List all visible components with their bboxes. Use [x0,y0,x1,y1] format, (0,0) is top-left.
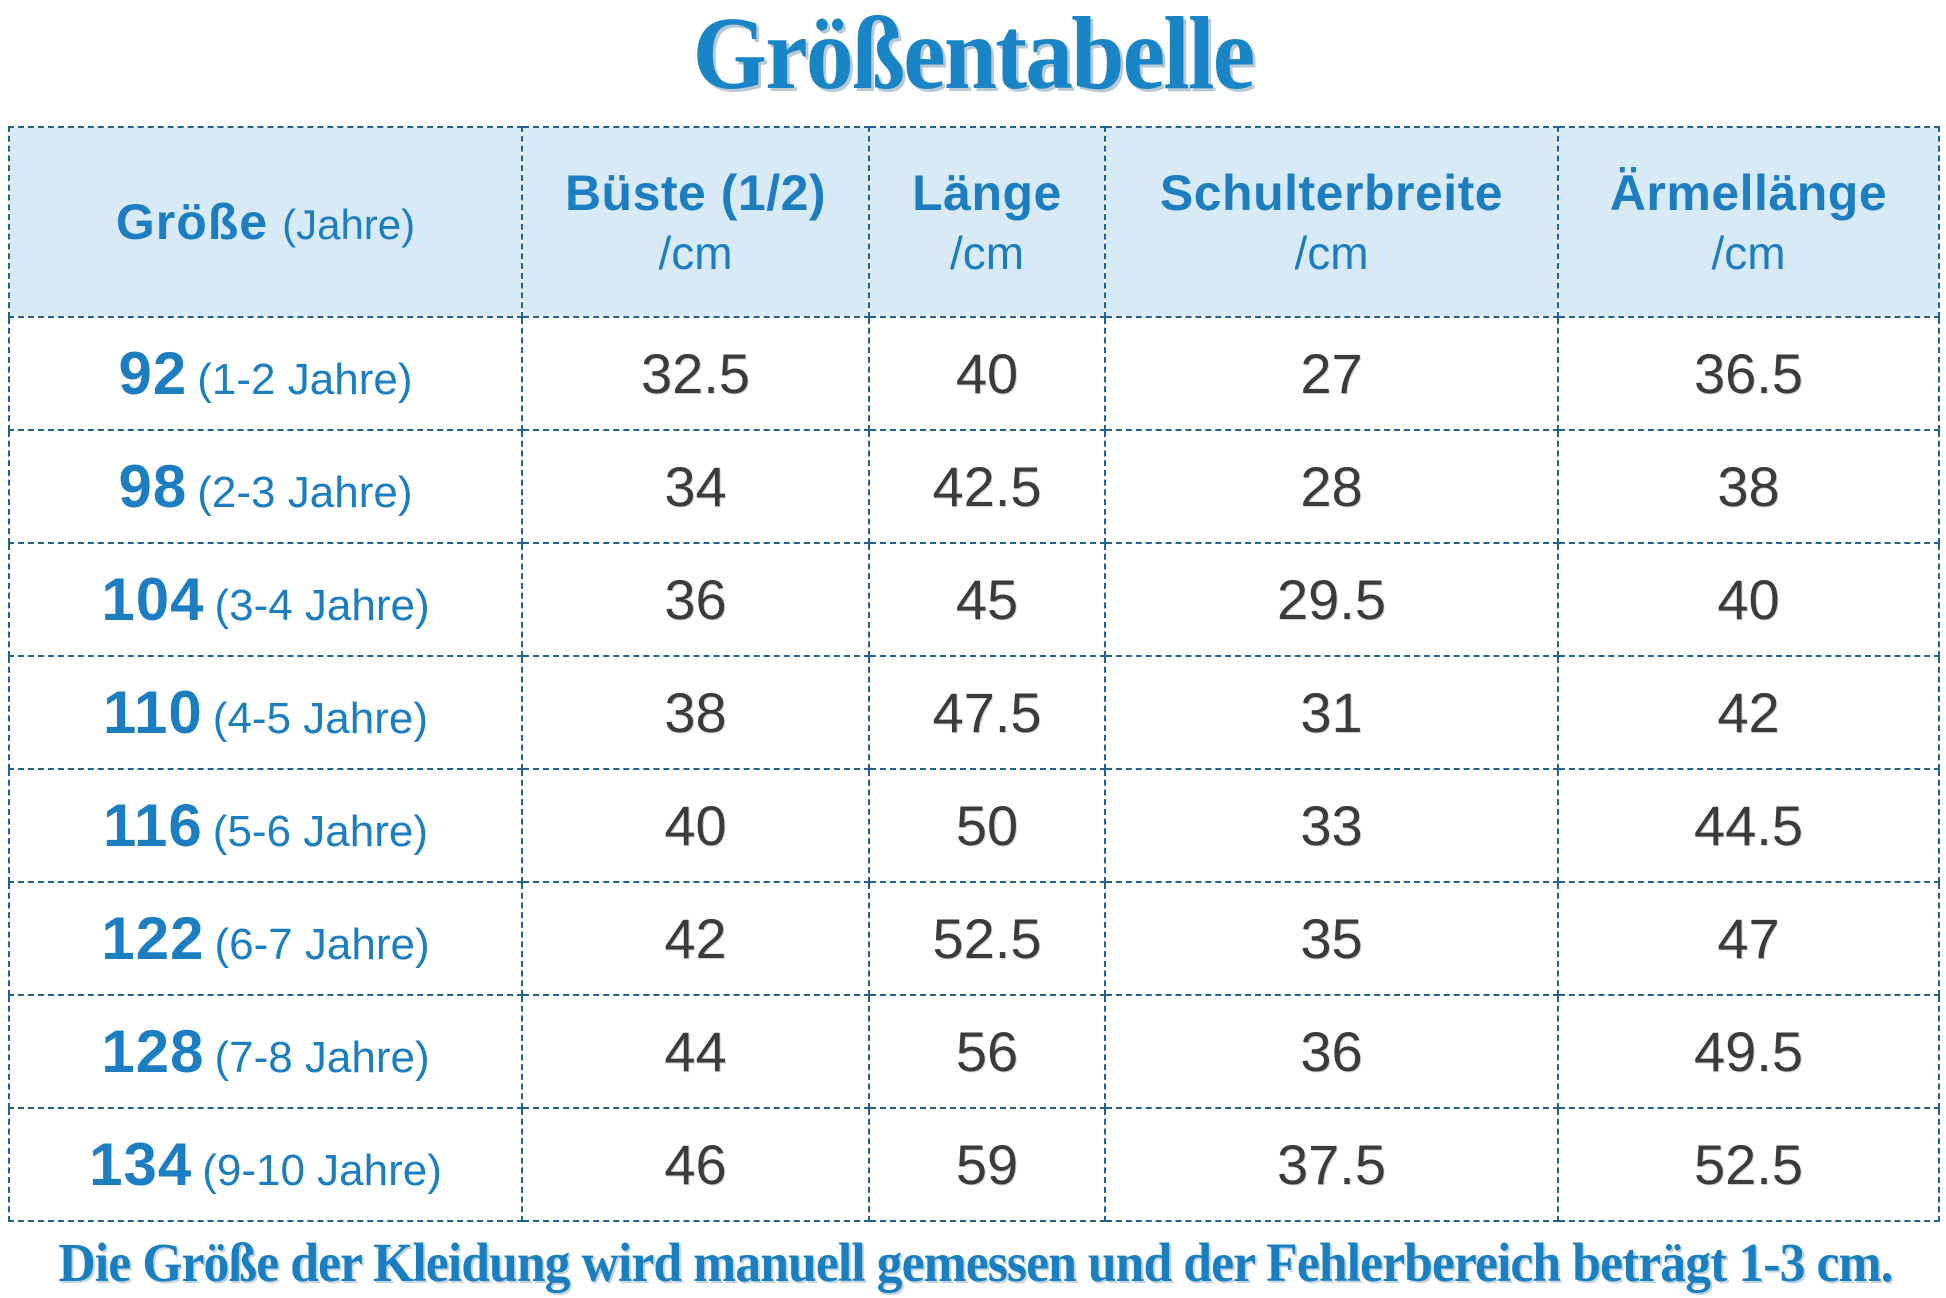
size-label-cell: 134 (9-10 Jahre) [8,1107,523,1222]
measurement-value: 27 [1104,316,1559,431]
size-number: 116 [103,792,203,859]
measurement-value: 38 [521,655,870,770]
measurement-value: 42.5 [868,429,1106,544]
measurement-value: 46 [521,1107,870,1222]
measurement-value: 28 [1104,429,1559,544]
size-table-body: 92 (1-2 Jahre) 32.5 40 27 36.5 98 (2-3 Jahre) 34… [8,316,1940,1222]
size-number: 104 [101,566,205,633]
measurement-value: 32.5 [521,316,870,431]
table-row: 98 (2-3 Jahre) 34 42.5 28 38 [8,429,1940,544]
measurement-value: 44 [521,994,870,1109]
measurement-value: 40 [521,768,870,883]
size-label-cell: 98 (2-3 Jahre) [8,429,523,544]
measurement-value: 49.5 [1557,994,1940,1109]
measurement-value: 36 [521,542,870,657]
measurement-value: 50 [868,768,1106,883]
size-number: 122 [101,905,205,972]
header-cell-measure: Schulterbreite/cm [1104,126,1559,318]
measurement-value: 47 [1557,881,1940,996]
age-range-label: (5-6 Jahre) [212,807,428,856]
measurement-value: 38 [1557,429,1940,544]
header-row: Größe (Jahre) Büste (1/2)/cm Länge/cm Schul… [8,126,1940,318]
age-range-label: (9-10 Jahre) [202,1146,442,1195]
measure-header-label: Büste (1/2) [564,165,827,221]
measurement-value: 40 [868,316,1106,431]
header-cell-measure: Ärmellänge/cm [1557,126,1940,318]
footer-note: Die Größe der Kleidung wird manuell geme… [58,1232,1893,1293]
measurement-value: 35 [1104,881,1559,996]
age-range-label: (3-4 Jahre) [214,581,430,630]
measurement-value: 45 [868,542,1106,657]
size-label-cell: 92 (1-2 Jahre) [8,316,523,431]
size-header-sublabel: (Jahre) [282,201,416,248]
measure-header-label: Schulterbreite [1159,165,1504,221]
size-table: Größe (Jahre) Büste (1/2)/cm Länge/cm Schul… [8,126,1940,1222]
measure-header-unit: /cm [658,227,733,279]
size-label-cell: 110 (4-5 Jahre) [8,655,523,770]
table-row: 128 (7-8 Jahre) 44 56 36 49.5 [8,994,1940,1109]
measurement-value: 44.5 [1557,768,1940,883]
size-number: 92 [118,340,188,407]
measurement-value: 56 [868,994,1106,1109]
size-label-cell: 128 (7-8 Jahre) [8,994,523,1109]
measurement-value: 31 [1104,655,1559,770]
table-row: 104 (3-4 Jahre) 36 45 29.5 40 [8,542,1940,657]
measure-header-label: Ärmellänge [1609,165,1888,221]
measurement-value: 59 [868,1107,1106,1222]
age-range-label: (6-7 Jahre) [214,920,430,969]
size-number: 98 [118,453,188,520]
size-number: 134 [89,1131,193,1198]
measurement-value: 29.5 [1104,542,1559,657]
measurement-value: 52.5 [1557,1107,1940,1222]
measurement-value: 36 [1104,994,1559,1109]
header-cell-measure: Länge/cm [868,126,1106,318]
measure-header-unit: /cm [1711,227,1786,279]
table-row: 110 (4-5 Jahre) 38 47.5 31 42 [8,655,1940,770]
table-row: 122 (6-7 Jahre) 42 52.5 35 47 [8,881,1940,996]
size-label-cell: 116 (5-6 Jahre) [8,768,523,883]
age-range-label: (2-3 Jahre) [197,468,413,517]
measurement-value: 42 [1557,655,1940,770]
size-number: 128 [101,1018,205,1085]
page-title: Größentabelle [692,0,1256,111]
measurement-value: 40 [1557,542,1940,657]
size-label-cell: 104 (3-4 Jahre) [8,542,523,657]
measurement-value: 34 [521,429,870,544]
size-label-cell: 122 (6-7 Jahre) [8,881,523,996]
measure-header-label: Länge [912,165,1062,221]
age-range-label: (7-8 Jahre) [214,1033,430,1082]
measurement-value: 33 [1104,768,1559,883]
measurement-value: 37.5 [1104,1107,1559,1222]
measurement-value: 52.5 [868,881,1106,996]
measurement-value: 36.5 [1557,316,1940,431]
age-range-label: (4-5 Jahre) [212,694,428,743]
table-row: 134 (9-10 Jahre) 46 59 37.5 52.5 [8,1107,1940,1222]
measure-header-unit: /cm [1294,227,1369,279]
age-range-label: (1-2 Jahre) [197,355,413,404]
measurement-value: 42 [521,881,870,996]
size-header-label: Größe [115,194,269,250]
table-row: 92 (1-2 Jahre) 32.5 40 27 36.5 [8,316,1940,431]
header-cell-measure: Büste (1/2) /cm [521,126,870,318]
measurement-value: 47.5 [868,655,1106,770]
header-cell-size: Größe (Jahre) [8,126,523,318]
table-row: 116 (5-6 Jahre) 40 50 33 44.5 [8,768,1940,883]
measure-header-unit: /cm [949,227,1025,279]
size-number: 110 [103,679,203,746]
